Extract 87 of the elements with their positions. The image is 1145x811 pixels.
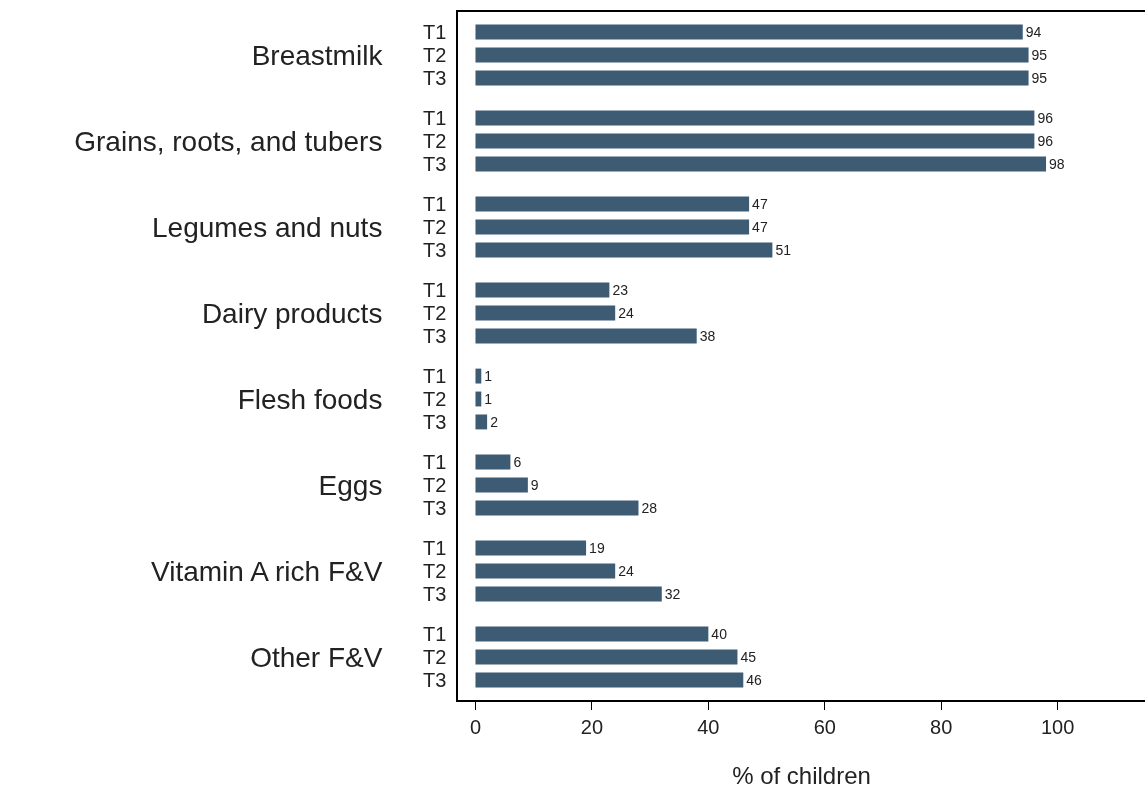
y-tick-label: Grains, roots, and tubers — [74, 125, 383, 157]
data-label: 94 — [1025, 23, 1042, 40]
text: T1 — [423, 193, 447, 215]
text: T3 — [423, 669, 447, 691]
bar — [475, 47, 1029, 63]
x-axis-title: % of children — [732, 761, 871, 789]
bar — [475, 540, 587, 556]
bar — [475, 454, 511, 470]
bar — [475, 500, 639, 516]
x-tick-label: 80 — [930, 716, 953, 738]
bar — [475, 219, 750, 235]
text: T3 — [423, 411, 447, 433]
data-label: 96 — [1037, 109, 1054, 126]
bar — [475, 242, 773, 258]
data-label: 46 — [746, 671, 763, 688]
data-label: 96 — [1037, 132, 1054, 149]
bar — [475, 305, 616, 321]
bar — [475, 477, 528, 493]
text: T3 — [423, 583, 447, 605]
data-label: 47 — [752, 195, 768, 212]
text: T2 — [423, 646, 447, 668]
text: T2 — [423, 474, 447, 496]
data-label: 95 — [1031, 46, 1048, 63]
text: T1 — [423, 451, 447, 473]
text: T3 — [423, 239, 447, 261]
y-tick-label: Breastmilk — [251, 39, 384, 71]
bar — [475, 156, 1047, 172]
data-label: 47 — [752, 218, 768, 235]
bar — [475, 70, 1029, 86]
data-label: 40 — [711, 625, 728, 642]
data-label: 24 — [618, 562, 634, 579]
bar — [475, 133, 1035, 149]
text: T1 — [423, 365, 447, 387]
bar — [475, 368, 482, 384]
text: T2 — [423, 560, 447, 582]
series-label: T1 — [423, 21, 447, 43]
x-tick-label: 0 — [469, 716, 482, 738]
text: T3 — [423, 325, 447, 347]
data-label: 45 — [740, 648, 757, 665]
y-tick-label: Legumes and nuts — [152, 211, 383, 243]
text: T2 — [423, 130, 447, 152]
bar — [475, 196, 750, 212]
data-label: 98 — [1049, 155, 1065, 172]
text: T2 — [423, 302, 447, 324]
y-tick-label: Other F&V — [250, 641, 383, 673]
data-label: 2 — [490, 413, 499, 430]
bar — [475, 586, 662, 602]
x-tick-label: 60 — [813, 716, 836, 738]
text: T1 — [423, 107, 447, 129]
y-tick-label: Dairy products — [201, 297, 383, 329]
text: T3 — [423, 153, 447, 175]
data-label: 32 — [664, 585, 681, 602]
bar — [475, 24, 1023, 40]
text: T2 — [423, 388, 447, 410]
x-tick-label: 40 — [697, 716, 720, 738]
data-label: 6 — [513, 453, 522, 470]
data-label: 24 — [618, 304, 634, 321]
data-label: 1 — [484, 390, 493, 407]
bar — [475, 282, 610, 298]
data-label: 1 — [484, 367, 493, 384]
series-label: T3 — [423, 67, 447, 89]
data-label: 9 — [530, 476, 539, 493]
series-label: T2 — [423, 44, 447, 66]
y-tick-label: Eggs — [318, 469, 383, 501]
bar — [475, 328, 697, 344]
data-label: 38 — [699, 327, 716, 344]
data-label: 51 — [775, 241, 792, 258]
bar — [475, 649, 738, 665]
bar — [475, 672, 744, 688]
y-tick-label: Vitamin A rich F&V — [151, 555, 383, 587]
x-tick-label: 100 — [1040, 716, 1075, 738]
text: T1 — [423, 623, 447, 645]
data-label: 95 — [1031, 69, 1048, 86]
x-tick-label: 20 — [580, 716, 604, 738]
data-label: 28 — [641, 499, 658, 516]
data-label: 23 — [612, 281, 629, 298]
text: T2 — [423, 216, 447, 238]
text: T1 — [423, 537, 447, 559]
text: T3 — [423, 497, 447, 519]
bar — [475, 626, 709, 642]
y-tick-label: Flesh foods — [237, 383, 383, 415]
bar — [475, 414, 488, 430]
bar — [475, 563, 616, 579]
data-label: 19 — [589, 539, 605, 556]
text: T1 — [423, 279, 447, 301]
bar — [475, 391, 482, 407]
bar — [475, 110, 1035, 126]
